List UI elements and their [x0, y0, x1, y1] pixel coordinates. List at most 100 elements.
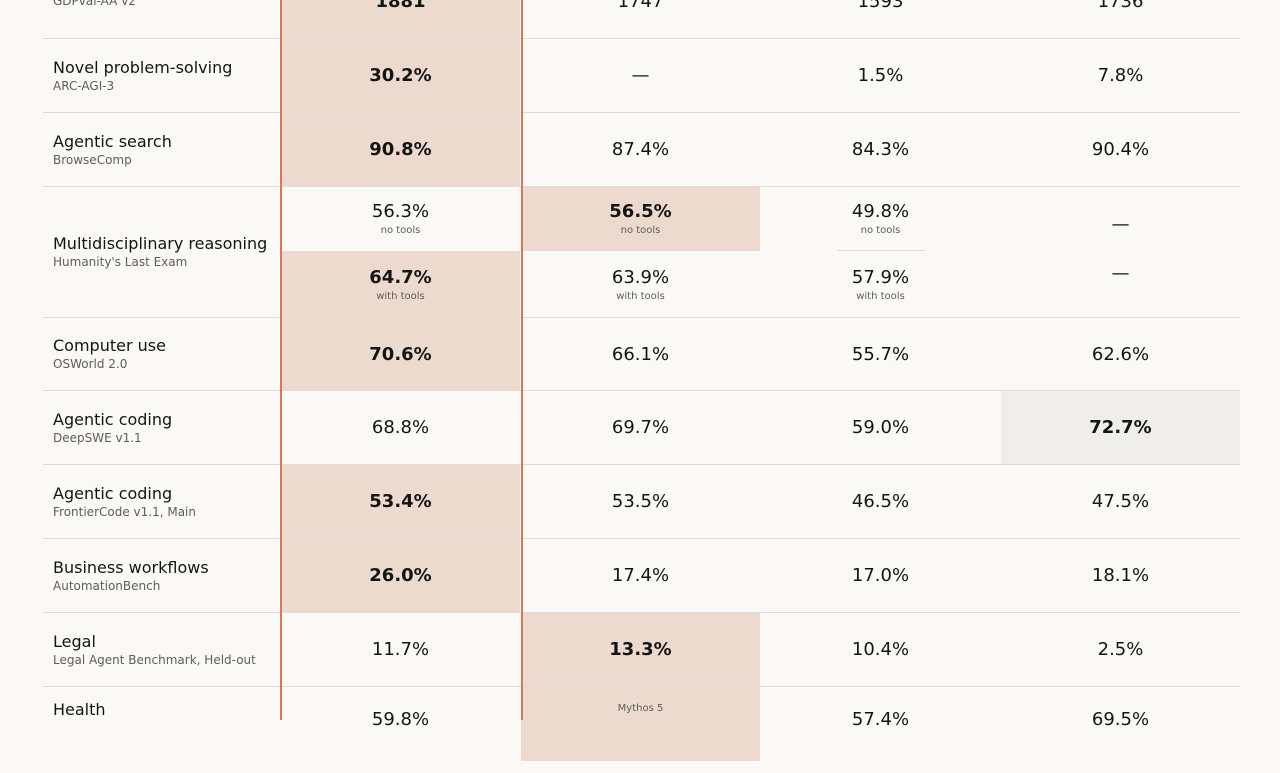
score-cell-no-tools: —: [1001, 187, 1240, 263]
benchmark-label: Multidisciplinary reasoning Humanity's L…: [53, 187, 267, 317]
table-row: Health 59.8% Mythos 5 57.4% 69.5%: [43, 687, 1240, 761]
score-note: with tools: [616, 290, 665, 302]
benchmark-label: Agentic coding FrontierCode v1.1, Main: [53, 465, 196, 538]
table-row: Computer use OSWorld 2.0 70.6% 66.1% 55.…: [43, 318, 1240, 391]
benchmark-label: Health: [53, 699, 106, 773]
score-cell: 13.3%: [521, 613, 760, 686]
benchmark-source: AutomationBench: [53, 578, 161, 593]
score-cell-with-tools: 57.9% with tools: [761, 251, 1000, 318]
table-row: GDPval-AA v2 1881 1747 1593 1736: [43, 0, 1240, 39]
table-row: Legal Legal Agent Benchmark, Held-out 11…: [43, 613, 1240, 687]
score-cell: 1.5%: [857, 65, 904, 86]
benchmark-name: Legal: [53, 631, 96, 651]
score-cell: 57.4%: [851, 709, 910, 730]
score-cell: 18.1%: [1091, 565, 1150, 586]
benchmark-label: Agentic coding DeepSWE v1.1: [53, 391, 172, 464]
benchmark-name: Agentic coding: [53, 409, 173, 429]
score-cell: 11.7%: [371, 639, 430, 660]
benchmark-label: Computer use OSWorld 2.0: [53, 318, 166, 390]
benchmark-table: GDPval-AA v2 1881 1747 1593 1736 Novel p…: [43, 0, 1240, 761]
score-cell: 70.6%: [281, 318, 520, 390]
table-row: Novel problem-solving ARC-AGI-3 30.2% — …: [43, 39, 1240, 113]
score-cell: 47.5%: [1091, 491, 1150, 512]
score-cell: 17.0%: [851, 565, 910, 586]
score-cell: 7.8%: [1097, 65, 1144, 86]
column-highlight-border: [521, 0, 523, 720]
score-value: 56.3%: [371, 201, 430, 222]
table-row: Agentic coding DeepSWE v1.1 68.8% 69.7% …: [43, 391, 1240, 465]
score-note: with tools: [856, 290, 905, 302]
score-note: with tools: [376, 290, 425, 302]
score-note: no tools: [620, 225, 661, 236]
column-highlight-border: [280, 0, 282, 720]
score-cell-with-tools: —: [1001, 251, 1240, 296]
benchmark-label: Novel problem-solving ARC-AGI-3: [53, 39, 232, 112]
divider: [837, 250, 925, 251]
score-cell: 2.5%: [1097, 639, 1144, 660]
score-cell: 1747: [617, 0, 664, 12]
benchmark-name: Multidisciplinary reasoning: [53, 234, 268, 253]
score-cell: 72.7%: [1001, 391, 1240, 464]
benchmark-label: Business workflows AutomationBench: [53, 539, 209, 612]
score-cell-no-tools: 56.5% no tools: [521, 187, 760, 251]
score-value: —: [1111, 262, 1130, 284]
score-cell: 55.7%: [851, 343, 910, 365]
score-value: 64.7%: [369, 266, 432, 288]
score-cell: 59.8%: [371, 709, 430, 730]
score-cell-with-tools: 64.7% with tools: [281, 251, 520, 318]
benchmark-name: Agentic search: [53, 131, 172, 151]
score-cell-no-tools: 49.8% no tools: [761, 187, 1000, 251]
benchmark-name: Agentic coding: [53, 483, 173, 503]
benchmark-source: ARC-AGI-3: [53, 78, 115, 93]
score-cell: 69.7%: [611, 417, 670, 438]
score-value: 56.5%: [609, 201, 672, 222]
score-note: no tools: [860, 225, 901, 236]
benchmark-source: BrowseComp: [53, 152, 132, 167]
score-cell: 87.4%: [611, 139, 670, 160]
benchmark-source: FrontierCode v1.1, Main: [53, 504, 196, 519]
score-cell: 53.4%: [281, 465, 520, 538]
benchmark-name: Business workflows: [53, 557, 209, 577]
table-row: Agentic search BrowseComp 90.8% 87.4% 84…: [43, 113, 1240, 187]
score-cell: 53.5%: [611, 491, 670, 512]
benchmark-source: Legal Agent Benchmark, Held-out: [53, 652, 256, 667]
benchmark-source: OSWorld 2.0: [53, 357, 128, 371]
benchmark-label: GDPval-AA v2: [53, 0, 136, 38]
benchmark-name: Health: [53, 700, 106, 719]
score-cell: 10.4%: [851, 639, 910, 660]
benchmark-label: Legal Legal Agent Benchmark, Held-out: [53, 613, 256, 686]
score-cell-no-tools: 56.3% no tools: [281, 187, 520, 251]
score-cell: 1881: [281, 0, 520, 38]
score-cell: 1736: [1097, 0, 1144, 12]
table-row: Agentic coding FrontierCode v1.1, Main 5…: [43, 465, 1240, 539]
benchmark-name: Novel problem-solving: [53, 57, 233, 77]
score-note: no tools: [380, 225, 421, 236]
benchmark-name: Computer use: [53, 336, 166, 355]
score-cell: —: [631, 65, 650, 86]
score-cell: 1593: [857, 0, 904, 12]
benchmark-source: DeepSWE v1.1: [53, 430, 142, 445]
score-value: 57.9%: [851, 266, 910, 288]
score-cell: 68.8%: [371, 417, 430, 438]
benchmark-source: Humanity's Last Exam: [53, 255, 188, 269]
benchmark-label: Agentic search BrowseComp: [53, 113, 172, 186]
score-cell: 26.0%: [281, 539, 520, 612]
score-cell: 17.4%: [611, 565, 670, 586]
score-cell: 90.8%: [281, 113, 520, 186]
score-cell: 62.6%: [1091, 343, 1150, 365]
score-note: Mythos 5: [521, 687, 760, 761]
score-cell: 90.4%: [1091, 139, 1150, 160]
table-row: Business workflows AutomationBench 26.0%…: [43, 539, 1240, 613]
table-row: Multidisciplinary reasoning Humanity's L…: [43, 187, 1240, 318]
score-value: —: [1111, 214, 1130, 235]
score-value: 63.9%: [611, 266, 670, 288]
benchmark-source: GDPval-AA v2: [53, 0, 136, 8]
score-value: 49.8%: [851, 201, 910, 222]
score-cell: 66.1%: [611, 343, 670, 365]
score-cell-with-tools: 63.9% with tools: [521, 251, 760, 318]
score-cell: 84.3%: [851, 139, 910, 160]
score-cell: 30.2%: [281, 39, 520, 112]
score-cell: 59.0%: [851, 417, 910, 438]
score-cell: 69.5%: [1091, 709, 1150, 730]
score-cell: 46.5%: [851, 491, 910, 512]
